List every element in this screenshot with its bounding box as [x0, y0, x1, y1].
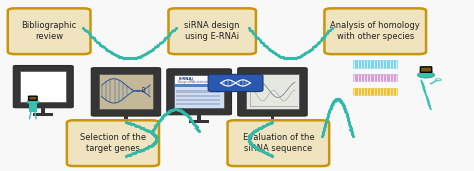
Bar: [176, 90, 220, 93]
FancyBboxPatch shape: [67, 120, 159, 166]
Ellipse shape: [419, 71, 433, 73]
Bar: [20, 71, 66, 102]
FancyBboxPatch shape: [420, 67, 432, 72]
Ellipse shape: [27, 99, 38, 100]
Bar: [353, 88, 398, 96]
FancyBboxPatch shape: [324, 8, 426, 54]
FancyBboxPatch shape: [167, 69, 232, 115]
Bar: [41, 106, 45, 114]
Text: siRNA design
using E-RNAi: siRNA design using E-RNAi: [184, 21, 240, 41]
Text: Bibliographic
review: Bibliographic review: [21, 21, 77, 41]
Bar: [271, 115, 274, 122]
Bar: [246, 74, 299, 109]
FancyBboxPatch shape: [237, 68, 307, 116]
Bar: [175, 84, 223, 87]
FancyBboxPatch shape: [8, 8, 91, 54]
Bar: [174, 75, 224, 108]
Circle shape: [27, 100, 39, 104]
Circle shape: [418, 72, 435, 78]
Bar: [176, 95, 220, 97]
Bar: [197, 113, 201, 121]
Text: Evaluation of the
siRNA sequence: Evaluation of the siRNA sequence: [243, 133, 314, 153]
Bar: [124, 115, 128, 122]
Bar: [353, 74, 398, 82]
FancyBboxPatch shape: [228, 120, 329, 166]
Bar: [189, 120, 209, 123]
Bar: [28, 104, 37, 112]
Bar: [99, 74, 153, 109]
Text: Analysis of homology
with other species: Analysis of homology with other species: [330, 21, 420, 41]
Bar: [175, 76, 223, 84]
Text: E-RNAi: E-RNAi: [178, 77, 193, 81]
FancyBboxPatch shape: [28, 96, 37, 100]
FancyBboxPatch shape: [13, 65, 73, 108]
Bar: [33, 113, 53, 116]
FancyBboxPatch shape: [91, 68, 161, 116]
Bar: [353, 60, 398, 69]
FancyBboxPatch shape: [208, 74, 263, 92]
Text: 🦌: 🦌: [142, 87, 145, 92]
Text: Selection of the
target genes: Selection of the target genes: [80, 133, 146, 153]
Bar: [176, 103, 220, 105]
FancyBboxPatch shape: [168, 8, 256, 54]
Bar: [263, 122, 283, 124]
Bar: [116, 122, 136, 124]
Bar: [176, 99, 220, 101]
Text: Design siRNA constructs: Design siRNA constructs: [178, 80, 209, 84]
